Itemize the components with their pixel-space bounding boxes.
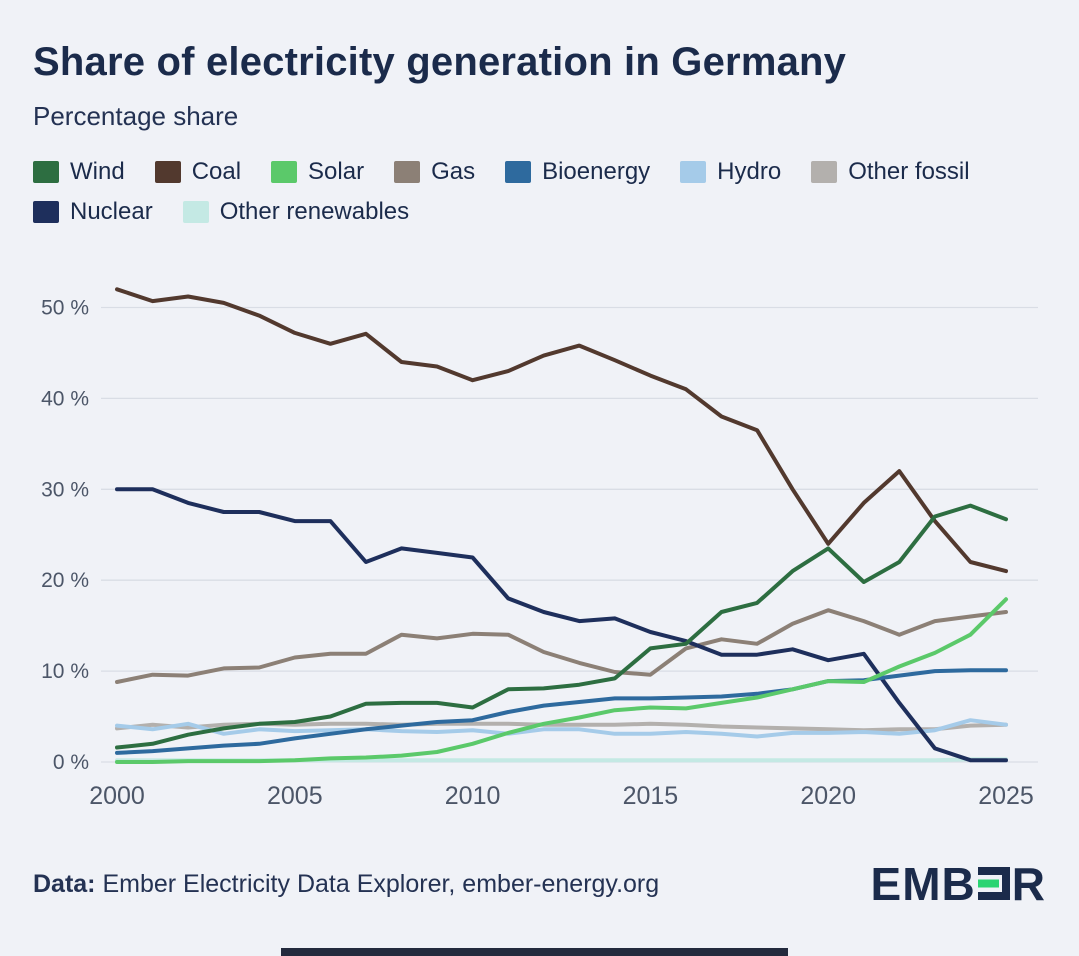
series-line-wind <box>115 503 1008 750</box>
chart-card: Share of electricity generation in Germa… <box>33 40 1046 911</box>
y-tick-label: 40 % <box>41 387 89 410</box>
ember-logo: EMB R <box>871 857 1046 911</box>
chart-area: 0 % 10 % 20 % 30 % 40 % 50 % 2000 2005 2010 2015 2… <box>33 252 1046 817</box>
legend-label-wind: Wind <box>70 158 125 185</box>
x-tick-label: 2025 <box>978 782 1034 810</box>
legend-label-bioenergy: Bioenergy <box>542 158 651 185</box>
legend-label-nuclear: Nuclear <box>70 198 153 225</box>
x-tick-label: 2010 <box>445 782 501 810</box>
legend-label-other-renewables: Other renewables <box>219 198 410 225</box>
data-source-label: Data: <box>33 869 96 898</box>
bottom-bar <box>281 948 788 956</box>
legend-swatch-other-renewables <box>182 201 209 223</box>
legend-item-gas: Gas <box>394 158 475 186</box>
reversed-e-icon <box>977 867 1010 900</box>
series-line-hydro <box>115 718 1008 739</box>
legend-swatch-hydro <box>680 161 707 183</box>
legend: Wind Coal Solar Gas Bioenergy Hydro Other foss… <box>33 158 1046 226</box>
legend-swatch-gas <box>394 161 421 183</box>
series-line-gas <box>115 608 1008 684</box>
legend-swatch-bioenergy <box>505 161 532 183</box>
legend-label-hydro: Hydro <box>717 158 782 185</box>
legend-item-wind: Wind <box>33 158 125 186</box>
line-chart: 0 % 10 % 20 % 30 % 40 % 50 % 2000 2005 2010 2015 2… <box>41 287 1038 810</box>
series-line-nuclear <box>115 487 1008 763</box>
x-tick-label: 2000 <box>89 782 145 810</box>
legend-label-gas: Gas <box>431 158 476 185</box>
legend-item-other-fossil: Other fossil <box>811 158 970 186</box>
data-source-text: Ember Electricity Data Explorer, ember-e… <box>102 869 660 898</box>
ember-logo-text-right: R <box>1011 858 1046 910</box>
footer: Data: Ember Electricity Data Explorer, e… <box>33 857 1046 911</box>
data-source: Data: Ember Electricity Data Explorer, e… <box>33 870 659 899</box>
ember-logo-text-left: EMB <box>870 858 976 910</box>
legend-label-solar: Solar <box>308 158 365 185</box>
legend-item-hydro: Hydro <box>680 158 781 186</box>
legend-item-coal: Coal <box>154 158 242 186</box>
series-line-bioenergy <box>115 668 1008 755</box>
legend-item-bioenergy: Bioenergy <box>505 158 650 186</box>
legend-swatch-coal <box>154 161 181 183</box>
x-tick-label: 2005 <box>267 782 323 810</box>
legend-item-nuclear: Nuclear <box>33 198 153 226</box>
x-tick-label: 2015 <box>623 782 679 810</box>
legend-item-solar: Solar <box>271 158 364 186</box>
legend-label-coal: Coal <box>191 158 242 185</box>
legend-swatch-wind <box>33 161 59 183</box>
y-tick-label: 30 % <box>41 478 89 501</box>
legend-swatch-solar <box>271 161 298 183</box>
legend-swatch-nuclear <box>33 201 59 223</box>
series-line-solar <box>115 597 1008 764</box>
y-tick-label: 10 % <box>41 660 89 683</box>
y-tick-label: 0 % <box>53 751 89 774</box>
legend-swatch-other-fossil <box>811 161 838 183</box>
chart-subtitle: Percentage share <box>33 101 239 131</box>
legend-item-other-renewables: Other renewables <box>182 198 410 226</box>
x-tick-label: 2020 <box>800 782 856 810</box>
y-tick-label: 50 % <box>41 297 89 320</box>
legend-label-other-fossil: Other fossil <box>848 158 970 185</box>
y-tick-label: 20 % <box>41 569 89 592</box>
page-title: Share of electricity generation in Germa… <box>33 40 847 84</box>
series-line-coal <box>115 287 1008 574</box>
